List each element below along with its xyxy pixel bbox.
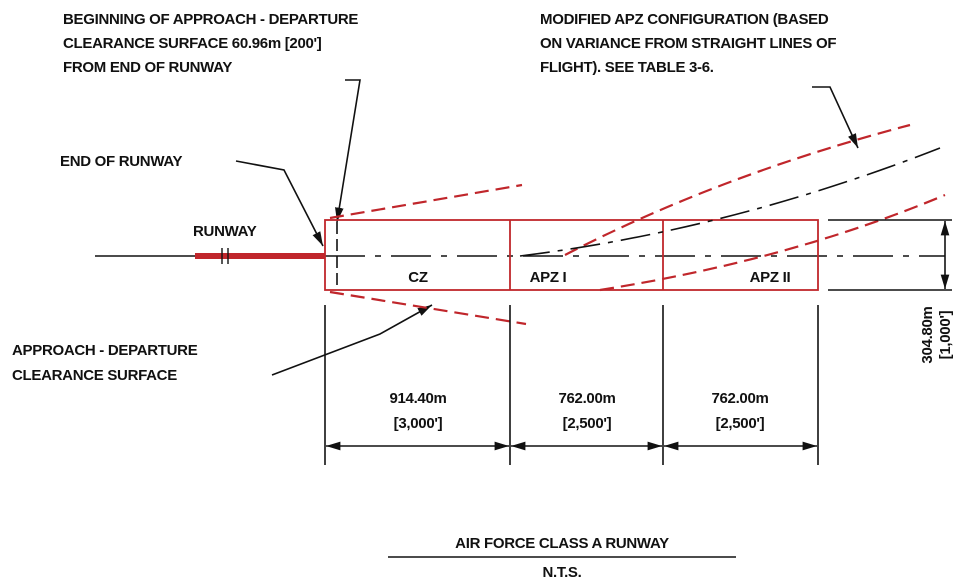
dimension-label: [2,500'] [716, 415, 765, 432]
zone-box [324, 219, 819, 291]
title: AIR FORCE CLASS A RUNWAY [455, 535, 669, 552]
annotation: END OF RUNWAY [60, 153, 183, 170]
modified-centerline [519, 147, 941, 257]
annotation: RUNWAY [193, 223, 257, 240]
zone-label: APZ I [530, 269, 567, 286]
leader [271, 304, 433, 376]
annotation: MODIFIED APZ CONFIGURATION (BASED [540, 11, 829, 28]
dimension-label: 914.40m [389, 390, 446, 407]
annotation: CLEARANCE SURFACE [12, 367, 177, 384]
annotation: ON VARIANCE FROM STRAIGHT LINES OF [540, 35, 836, 52]
dimension-label: 762.00m [711, 390, 768, 407]
dimension-label: [1,000'] [937, 310, 954, 359]
leader [812, 86, 859, 149]
dimension-label: [3,000'] [394, 415, 443, 432]
dimension-label: 762.00m [558, 390, 615, 407]
subtitle: N.T.S. [542, 564, 581, 581]
surface-edge [329, 183, 523, 220]
modified-edge [564, 123, 911, 256]
annotation: APPROACH - DEPARTURE [12, 342, 198, 359]
leader [235, 160, 324, 247]
zone-label: CZ [408, 269, 428, 286]
zone-label: APZ II [750, 269, 791, 286]
annotation: CLEARANCE SURFACE 60.96m [200'] [63, 35, 322, 52]
annotation: FROM END OF RUNWAY [63, 59, 232, 76]
leader [335, 79, 361, 223]
surface-edge [329, 290, 527, 326]
modified-edge [599, 193, 946, 292]
dimension-label: 304.80m [919, 306, 936, 363]
annotation: BEGINNING OF APPROACH - DEPARTURE [63, 11, 358, 28]
annotation: FLIGHT). SEE TABLE 3-6. [540, 59, 714, 76]
dimension-label: [2,500'] [563, 415, 612, 432]
